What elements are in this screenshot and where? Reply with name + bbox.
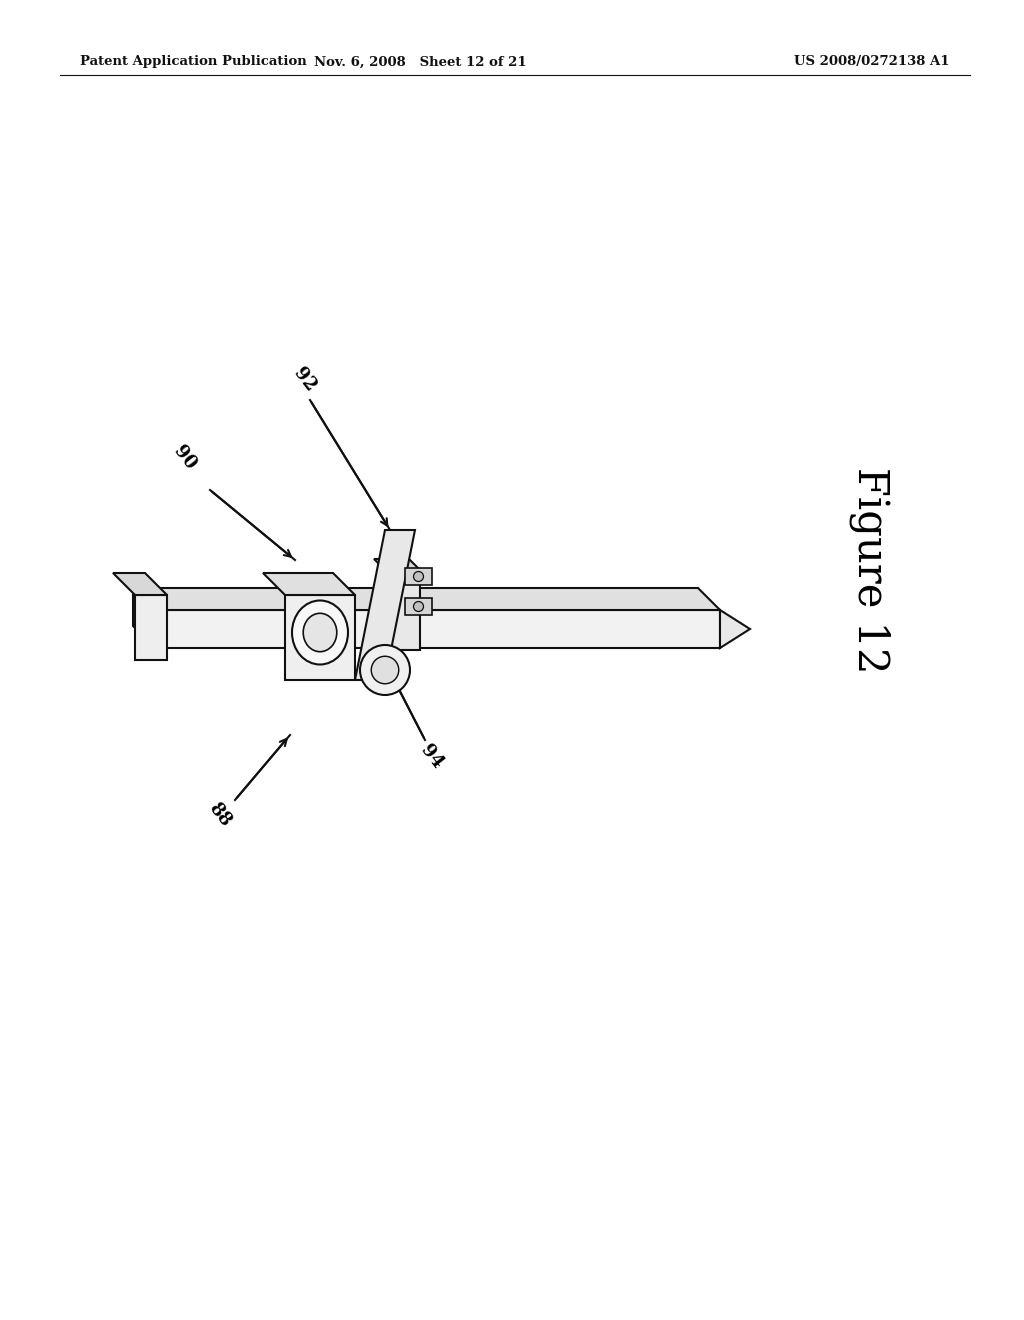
Text: 92: 92: [290, 364, 319, 396]
Text: 94: 94: [417, 742, 446, 772]
Polygon shape: [155, 610, 720, 648]
Text: Patent Application Publication: Patent Application Publication: [80, 55, 307, 69]
Polygon shape: [385, 570, 420, 649]
Text: 88: 88: [205, 800, 234, 830]
Polygon shape: [285, 595, 355, 680]
Ellipse shape: [372, 656, 398, 684]
Ellipse shape: [360, 645, 410, 696]
Polygon shape: [133, 587, 720, 610]
Polygon shape: [406, 598, 432, 615]
Polygon shape: [720, 610, 750, 648]
Polygon shape: [406, 568, 432, 585]
Text: US 2008/0272138 A1: US 2008/0272138 A1: [795, 55, 950, 69]
Polygon shape: [263, 573, 355, 595]
Polygon shape: [133, 587, 155, 648]
Polygon shape: [355, 531, 415, 680]
Polygon shape: [374, 558, 420, 570]
Ellipse shape: [414, 602, 424, 611]
Text: 90: 90: [170, 442, 200, 474]
Ellipse shape: [414, 572, 424, 582]
Text: Figure 12: Figure 12: [849, 467, 891, 673]
Ellipse shape: [303, 614, 337, 652]
Text: Nov. 6, 2008   Sheet 12 of 21: Nov. 6, 2008 Sheet 12 of 21: [313, 55, 526, 69]
Ellipse shape: [292, 601, 348, 664]
Polygon shape: [135, 595, 167, 660]
Polygon shape: [113, 573, 167, 595]
